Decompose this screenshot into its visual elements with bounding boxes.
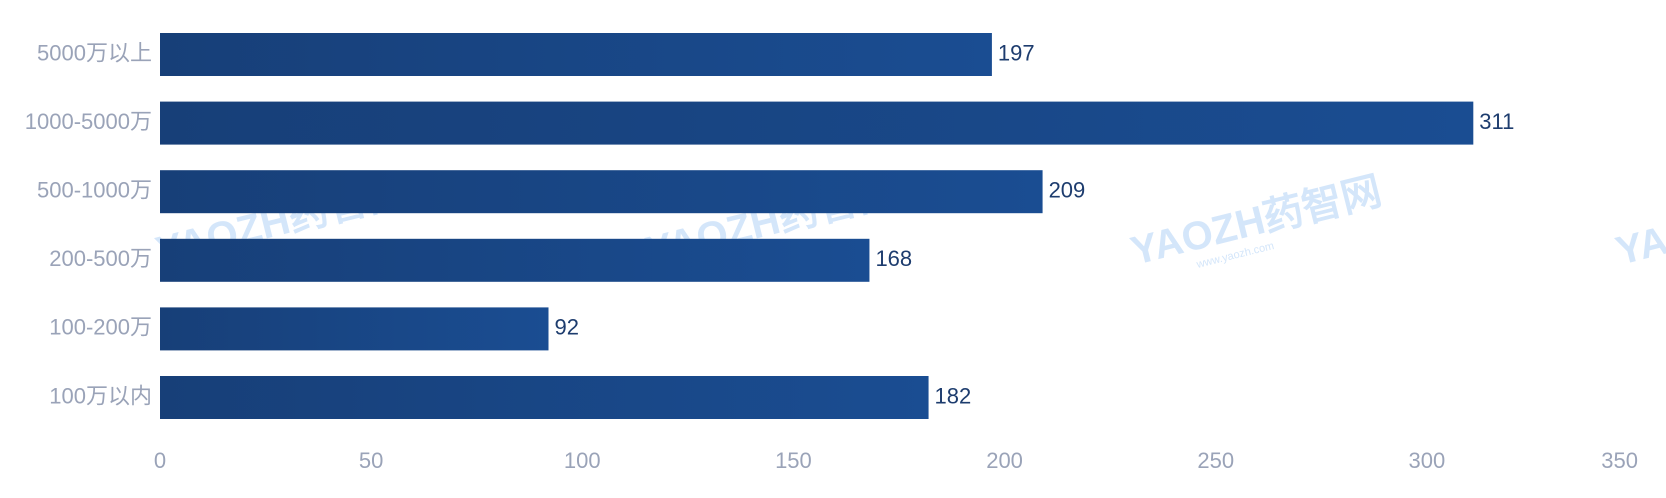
bar	[160, 101, 1474, 145]
category-label: 500-1000万	[37, 178, 152, 203]
bar	[160, 307, 549, 351]
x-tick-label: 150	[775, 448, 812, 473]
value-label: 197	[998, 40, 1035, 65]
x-tick-label: 350	[1601, 448, 1638, 473]
x-tick-label: 100	[564, 448, 601, 473]
category-label: 5000万以上	[37, 40, 152, 65]
category-labels: 5000万以上 1000-5000万 500-1000万 200-500万 100-20…	[25, 40, 152, 408]
x-tick-label: 0	[154, 448, 166, 473]
value-labels: 197 311 209 168 92 182	[555, 40, 1515, 408]
bar	[160, 376, 929, 419]
value-label: 182	[935, 383, 972, 408]
bar	[160, 33, 992, 76]
value-label: 92	[555, 315, 579, 340]
x-tick-label: 250	[1197, 448, 1234, 473]
bar	[160, 170, 1043, 214]
watermark-text: YAOZH药智网	[1612, 169, 1666, 274]
value-label: 209	[1049, 178, 1086, 203]
x-axis-ticks: 0 50 100 150 200 250 300 350	[154, 448, 1638, 473]
x-tick-label: 200	[986, 448, 1023, 473]
category-label: 1000-5000万	[25, 109, 152, 134]
value-label: 311	[1479, 109, 1514, 134]
bar	[160, 238, 870, 282]
category-label: 100-200万	[49, 315, 152, 340]
bars-group	[160, 33, 1474, 419]
x-tick-label: 50	[359, 448, 383, 473]
x-tick-label: 300	[1408, 448, 1445, 473]
category-label: 200-500万	[49, 246, 152, 271]
value-label: 168	[875, 246, 912, 271]
watermark-text: YAOZH药智网	[1127, 169, 1386, 274]
category-label: 100万以内	[49, 383, 152, 408]
